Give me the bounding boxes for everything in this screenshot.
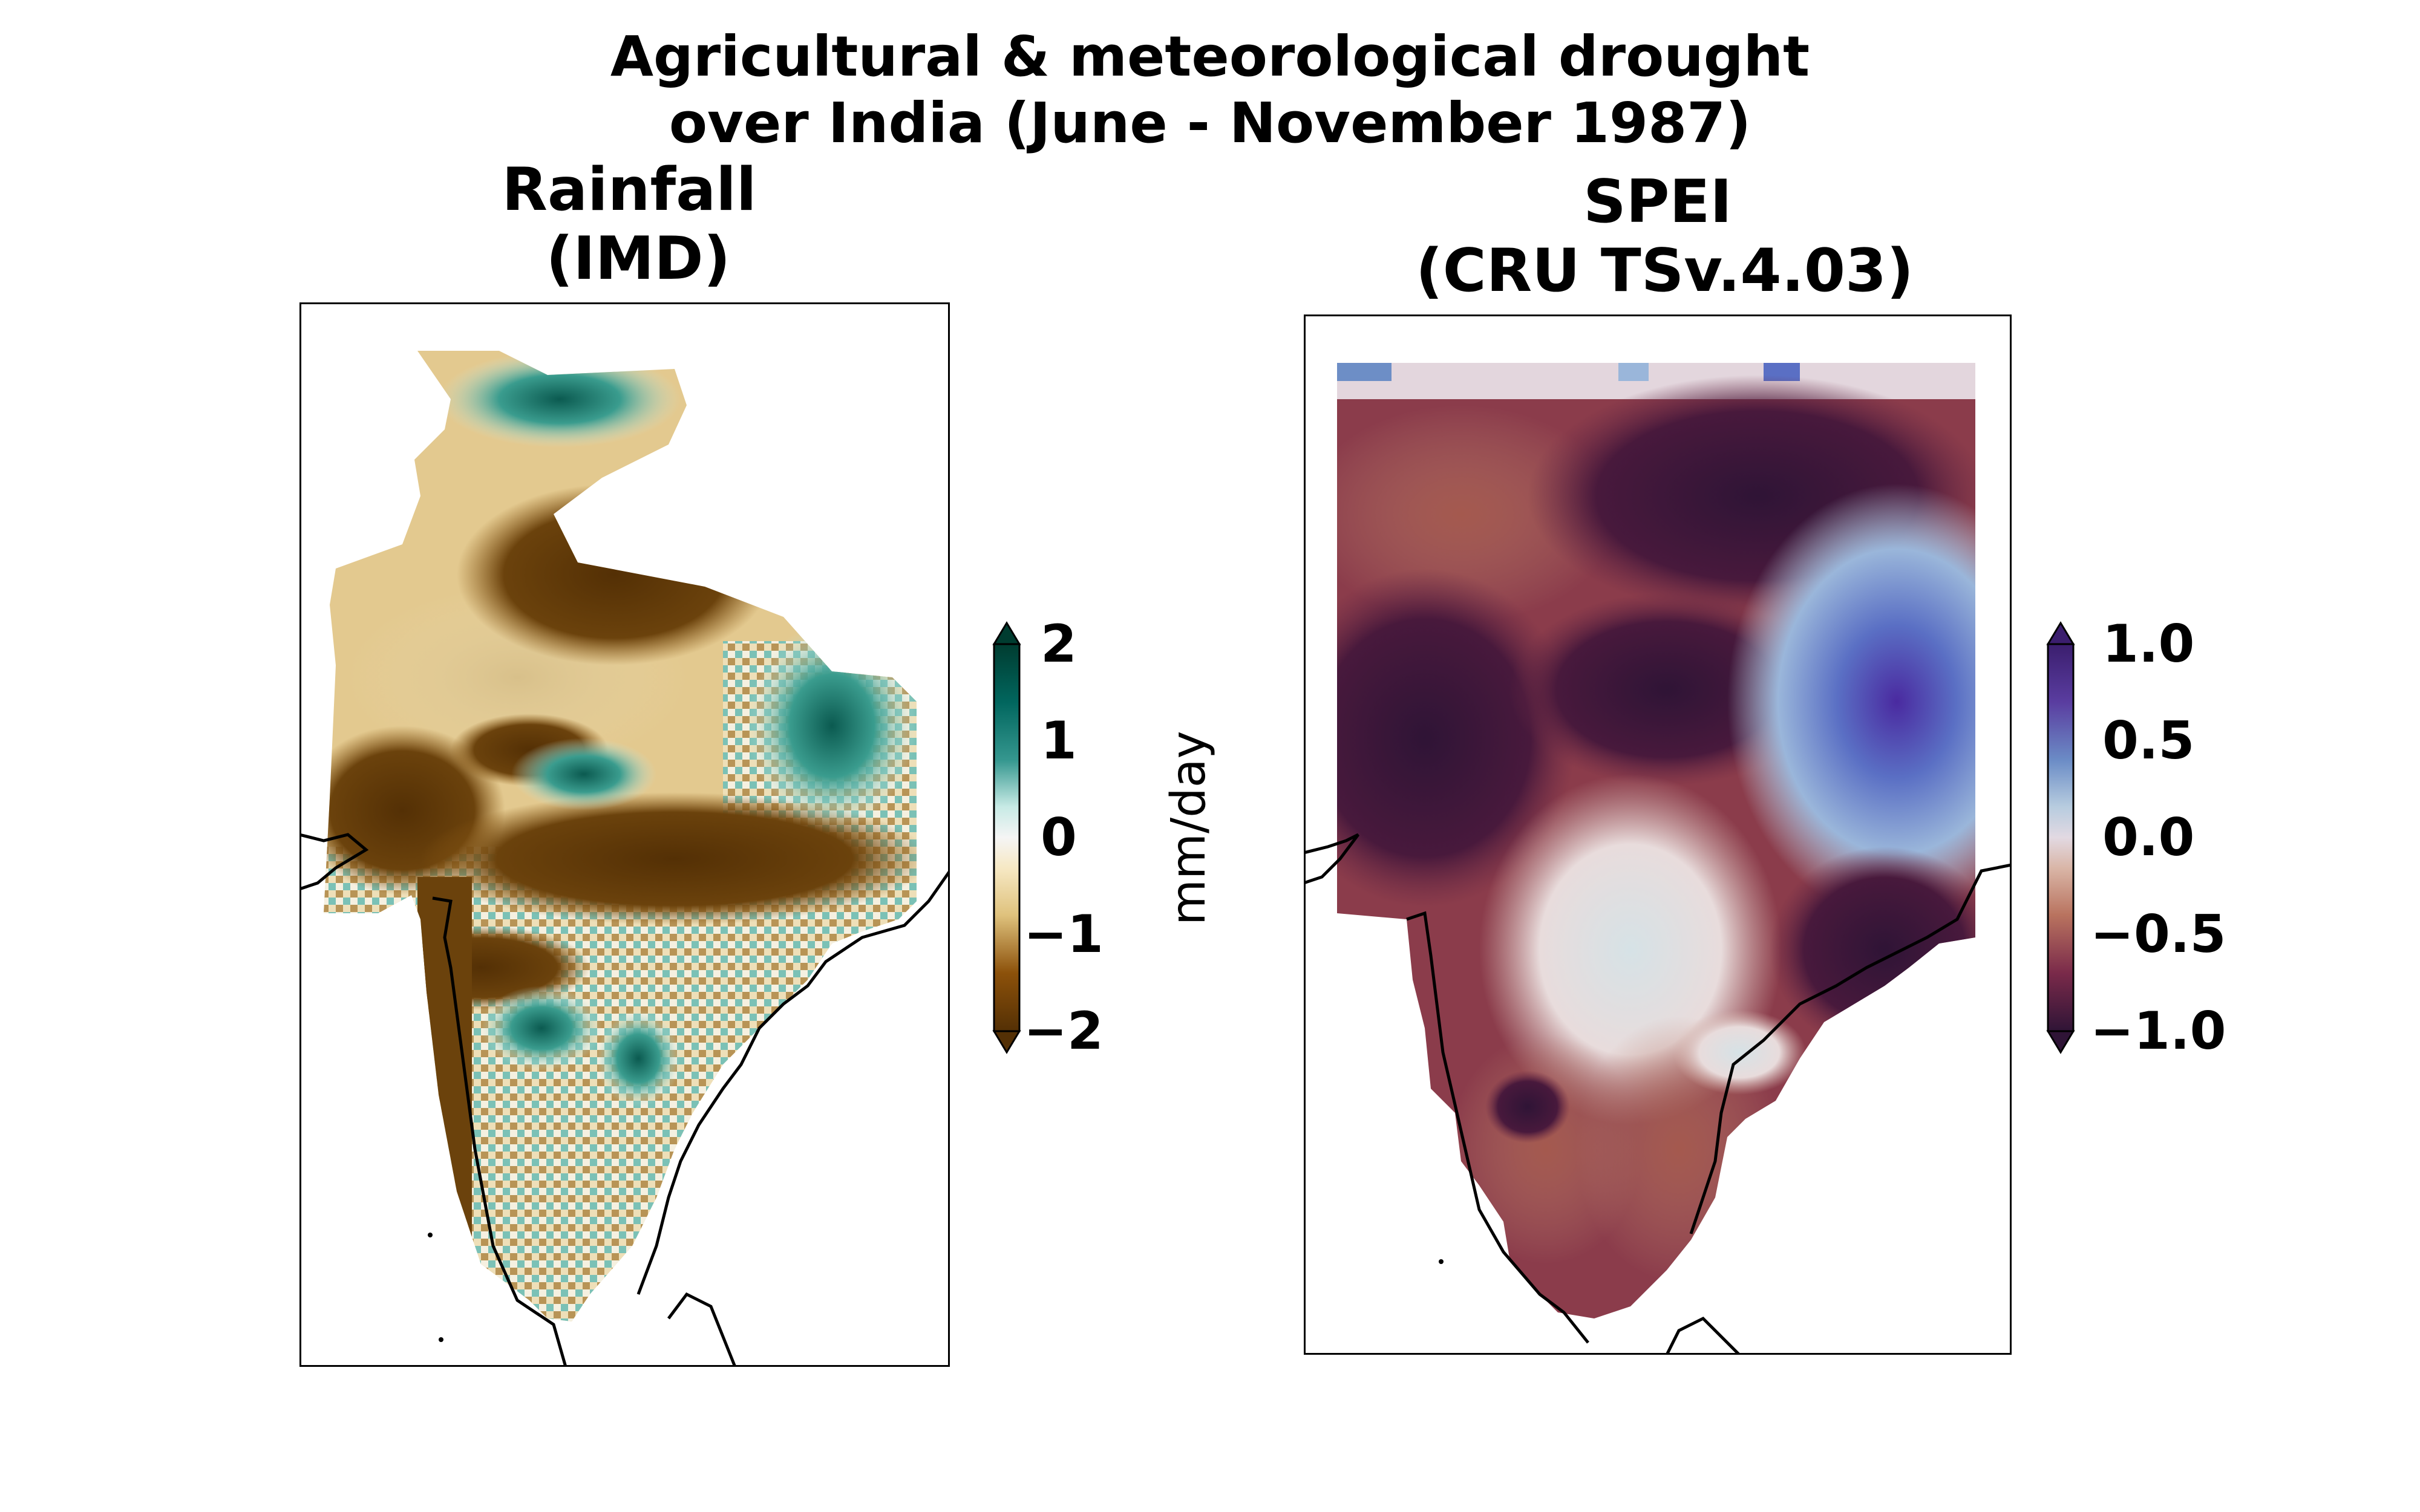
figure-title-line2: over India (June - November 1987)	[669, 91, 1751, 155]
spei-colorbar-tick-neg0.5: −0.5	[2090, 904, 2226, 965]
spei-panel-title-line1: SPEI	[1583, 168, 1732, 236]
rainfall-colorbar-tick-0: 0	[1041, 807, 1077, 868]
spei-map	[1304, 314, 2012, 1355]
rainfall-colorbar-tick-2: 2	[1041, 614, 1077, 674]
rainfall-colorbar	[992, 621, 1021, 1054]
rainfall-map	[299, 302, 950, 1367]
spei-colorbar-tick-0.5: 0.5	[2102, 711, 2195, 771]
rainfall-colorbar-tick-neg1: −1	[1024, 904, 1104, 965]
rainfall-colorbar-label: mm/day	[1162, 731, 1216, 925]
figure-title-line1: Agricultural & meteorological drought	[610, 24, 1810, 89]
rainfall-colorbar-tick-neg2: −2	[1024, 1001, 1104, 1061]
rainfall-panel-title-line2: (IMD)	[546, 224, 731, 293]
spei-panel-title-line2: (CRU TSv.4.03)	[1416, 236, 1914, 305]
rainfall-panel-title-line1: Rainfall	[502, 155, 757, 224]
rainfall-colorbar-tick-1: 1	[1041, 711, 1077, 771]
spei-colorbar-tick-1: 1.0	[2102, 614, 2195, 674]
spei-colorbar-tick-0: 0.0	[2102, 807, 2195, 868]
spei-field	[1337, 363, 1975, 1318]
spei-colorbar-tick-neg1: −1.0	[2090, 1001, 2226, 1061]
spei-colorbar	[2046, 621, 2075, 1054]
